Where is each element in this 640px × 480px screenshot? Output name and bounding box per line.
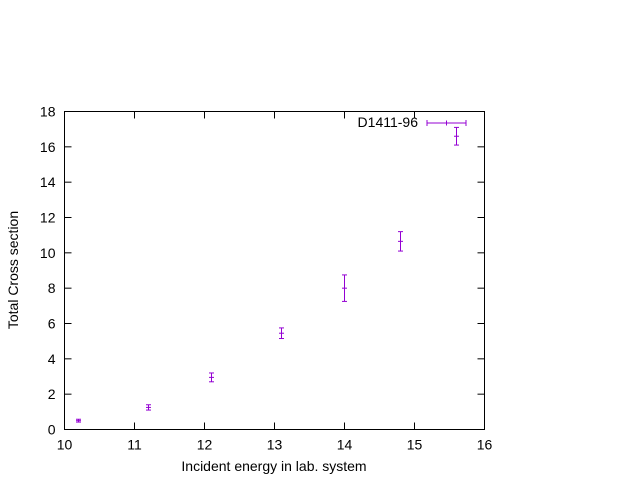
data-point (279, 327, 284, 340)
data-point (146, 404, 151, 411)
y-tick-label: 16 (40, 139, 56, 155)
y-axis-label: Total Cross section (5, 211, 21, 329)
data-points (76, 126, 459, 423)
y-tick-label: 4 (48, 351, 56, 367)
data-point (342, 274, 347, 302)
axis-ticks: 10 11 12 13 14 15 16 0 2 4 6 8 10 12 14 16 18 (40, 104, 493, 453)
legend: D1411-96 (358, 114, 467, 130)
x-axis-label: Incident energy in lab. system (181, 458, 366, 474)
y-tick-label: 12 (40, 210, 56, 226)
y-tick-label: 0 (48, 422, 56, 438)
legend-label: D1411-96 (358, 114, 419, 130)
data-point (209, 372, 214, 383)
y-tick-label: 10 (40, 245, 56, 261)
x-tick-label: 13 (267, 437, 283, 453)
data-point (454, 126, 459, 146)
y-tick-label: 6 (48, 316, 56, 332)
y-tick-label: 14 (40, 174, 56, 190)
x-tick-label: 11 (127, 437, 142, 453)
plot-frame (64, 111, 485, 430)
data-point (76, 418, 81, 423)
legend-sample (426, 120, 467, 126)
x-tick-label: 10 (57, 437, 73, 453)
x-tick-label: 15 (407, 437, 423, 453)
y-tick-label: 2 (48, 386, 56, 402)
x-tick-label: 16 (477, 437, 493, 453)
x-tick-label: 14 (337, 437, 353, 453)
x-tick-label: 12 (197, 437, 213, 453)
y-tick-label: 18 (40, 104, 56, 120)
data-point (398, 231, 403, 252)
y-tick-label: 8 (48, 280, 56, 296)
